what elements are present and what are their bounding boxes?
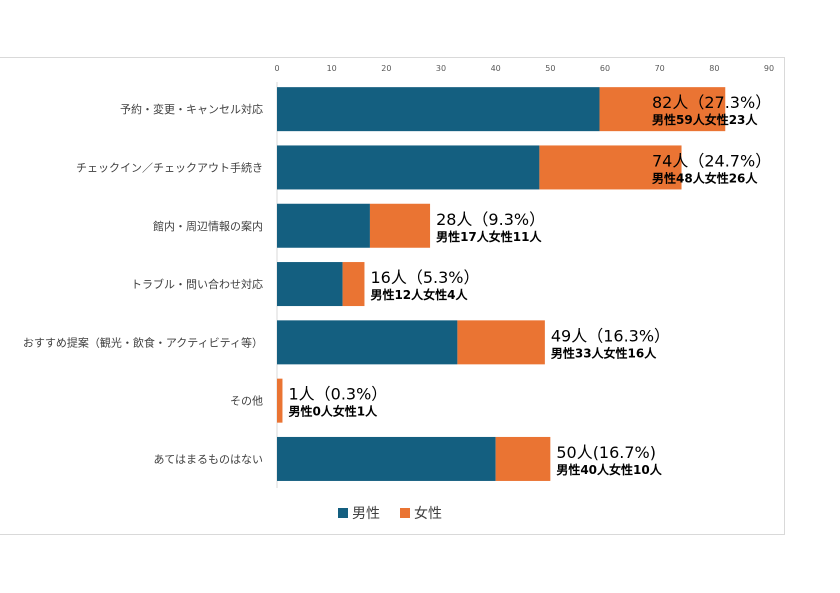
data-label-total: 50人(16.7%) (556, 443, 656, 462)
x-tick-label: 40 (491, 64, 501, 73)
bar-segment-female (277, 378, 283, 423)
data-label-detail: 男性12人女性4人 (370, 287, 468, 302)
category-label: 予約・変更・キャンセル対応 (120, 102, 263, 116)
bar-segment-female (495, 436, 551, 481)
data-label-detail: 男性33人女性16人 (551, 345, 657, 360)
bar-segment-male (277, 203, 370, 248)
data-label-detail: 男性48人女性26人 (652, 170, 758, 185)
legend-swatch (338, 508, 348, 518)
x-tick-label: 20 (381, 64, 391, 73)
x-tick-label: 50 (545, 64, 555, 73)
chart-frame (0, 57, 785, 535)
bar-segment-male (277, 145, 540, 190)
data-label-detail: 男性40人女性10人 (556, 462, 662, 477)
x-tick-label: 80 (709, 64, 719, 73)
data-label-total: 74人（24.7%） (652, 151, 771, 170)
x-tick-label: 30 (436, 64, 446, 73)
bar-segment-female (369, 203, 431, 248)
bar-segment-male (277, 262, 343, 307)
category-label: あてはまるものはない (153, 453, 263, 466)
bar-segment-female (599, 87, 726, 132)
data-label-total: 16人（5.3%） (370, 268, 479, 287)
legend-swatch (400, 508, 410, 518)
data-label-total: 1人（0.3%） (288, 385, 387, 404)
data-label-total: 82人（27.3%） (652, 93, 771, 112)
category-label: トラブル・問い合わせ対応 (131, 277, 263, 291)
data-label-detail: 男性0人女性1人 (288, 404, 378, 419)
legend-label: 男性 (352, 506, 380, 522)
bar-segment-female (342, 262, 365, 307)
bar-segment-female (457, 320, 545, 365)
x-tick-label: 90 (764, 64, 774, 73)
x-tick-label: 10 (327, 64, 337, 73)
x-tick-label: 0 (274, 64, 279, 73)
x-tick-label: 60 (600, 64, 610, 73)
bar-segment-male (277, 436, 496, 481)
category-label: その他 (230, 395, 263, 408)
data-label-detail: 男性59人女性23人 (652, 112, 758, 127)
bar-segment-female (539, 145, 682, 190)
category-label: おすすめ提案（観光・飲食・アクティビティ等） (23, 335, 263, 349)
legend-label: 女性 (414, 505, 442, 522)
data-label-total: 28人（9.3%） (436, 210, 545, 229)
category-label: 館内・周辺情報の案内 (153, 219, 263, 233)
bar-segment-male (277, 87, 600, 132)
bar-segment-male (277, 320, 458, 365)
data-label-detail: 男性17人女性11人 (436, 229, 542, 244)
x-tick-label: 70 (655, 64, 665, 73)
category-label: チェックイン／チェックアウト手続き (76, 160, 263, 174)
data-label-total: 49人（16.3%） (551, 326, 670, 345)
